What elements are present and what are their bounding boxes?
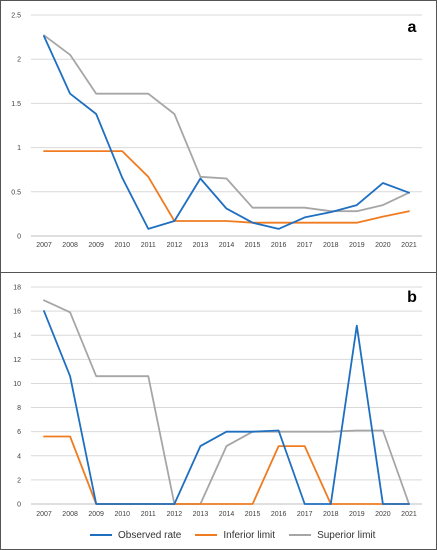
panel-a-x-tick-label: 2018 xyxy=(323,242,339,249)
panel-a-series-observed xyxy=(43,35,410,230)
panel-a-y-tick-label: 1.5 xyxy=(11,101,21,108)
panel-b-y-tick-label: 14 xyxy=(13,333,21,340)
panel-a-x-tick-label: 2008 xyxy=(62,242,78,249)
panel-a-x-tick-label: 2014 xyxy=(219,242,235,249)
panel-a-x-tick-label: 2009 xyxy=(88,242,104,249)
panel-b-y-tick-label: 4 xyxy=(17,453,21,460)
panel-a-y-tick-label: 2 xyxy=(17,57,21,64)
panel-b-x-tick-label: 2011 xyxy=(141,511,156,518)
panel-b-x-tick-label: 2021 xyxy=(401,511,417,518)
panel-a-x-tick-label: 2011 xyxy=(141,242,156,249)
panel-a-x-tick-label: 2013 xyxy=(193,242,209,249)
legend-item-inferior: Inferior limit xyxy=(195,530,275,541)
panel-b-x-tick-label: 2018 xyxy=(323,511,339,518)
panel-b-y-tick-label: 18 xyxy=(13,285,21,292)
panel-a-x-tick-label: 2017 xyxy=(297,242,313,249)
panel-b-series-superior xyxy=(43,299,410,505)
panel-a-x-tick-label: 2007 xyxy=(36,242,52,249)
panel-b-x-tick-label: 2014 xyxy=(219,511,235,518)
panel-b-x-tick-label: 2019 xyxy=(349,511,365,518)
panel-b-series-observed xyxy=(43,310,410,505)
panel-b-x-tick-label: 2015 xyxy=(245,511,261,518)
panel-b-x-tick-label: 2007 xyxy=(36,511,52,518)
legend-label-inferior: Inferior limit xyxy=(223,529,276,541)
legend-item-observed: Observed rate xyxy=(90,530,181,541)
panel-b-y-tick-label: 0 xyxy=(17,502,21,509)
panel-a-y-tick-label: 1 xyxy=(17,145,21,152)
panel-b-y-tick-label: 2 xyxy=(17,477,21,484)
panel-b-x-tick-label: 2013 xyxy=(193,511,209,518)
panel-a-y-tick-label: 0 xyxy=(17,234,21,241)
panel-b-y-tick-label: 8 xyxy=(17,405,21,412)
panel-b-x-tick-label: 2017 xyxy=(297,511,313,518)
panel-a-series-inferior xyxy=(43,150,410,224)
panel-b-x-tick-label: 2020 xyxy=(375,511,391,518)
legend-label-observed: Observed rate xyxy=(118,529,182,541)
panel-a-x-tick-label: 2016 xyxy=(271,242,287,249)
panel-b-x-tick-label: 2010 xyxy=(114,511,130,518)
panel-b-x-tick-label: 2008 xyxy=(62,511,78,518)
legend-swatch-superior xyxy=(289,534,312,536)
panel-a-x-tick-label: 2015 xyxy=(245,242,261,249)
legend-swatch-inferior xyxy=(195,534,218,536)
panel-a-x-tick-label: 2010 xyxy=(114,242,130,249)
panel-b-x-tick-label: 2009 xyxy=(88,511,104,518)
panel-a-y-tick-label: 0.5 xyxy=(11,189,21,196)
panel-b-y-tick-label: 6 xyxy=(17,429,21,436)
panel-separator xyxy=(1,272,436,273)
panel-b-y-tick-label: 12 xyxy=(13,357,21,364)
panel-a-x-tick-label: 2012 xyxy=(167,242,183,249)
panel-a-x-tick-label: 2019 xyxy=(349,242,365,249)
panel-b-x-tick-label: 2016 xyxy=(271,511,287,518)
legend-item-superior: Superior limit xyxy=(289,530,375,541)
panel-b-y-tick-label: 16 xyxy=(13,309,21,316)
panel-a-letter: a xyxy=(408,19,417,36)
legend: Observed rate Inferior limit Superior li… xyxy=(90,527,389,543)
panel-b-letter: b xyxy=(407,289,417,306)
panel-b-x-tick-label: 2012 xyxy=(167,511,183,518)
panel-b-y-tick-label: 10 xyxy=(13,381,21,388)
legend-label-superior: Superior limit xyxy=(317,529,376,541)
panel-a-x-tick-label: 2021 xyxy=(401,242,417,249)
panel-a-x-tick-label: 2020 xyxy=(375,242,391,249)
panel-a-y-tick-label: 2.5 xyxy=(11,13,21,20)
legend-swatch-observed xyxy=(90,534,112,536)
panel-a-series-superior xyxy=(43,34,410,213)
